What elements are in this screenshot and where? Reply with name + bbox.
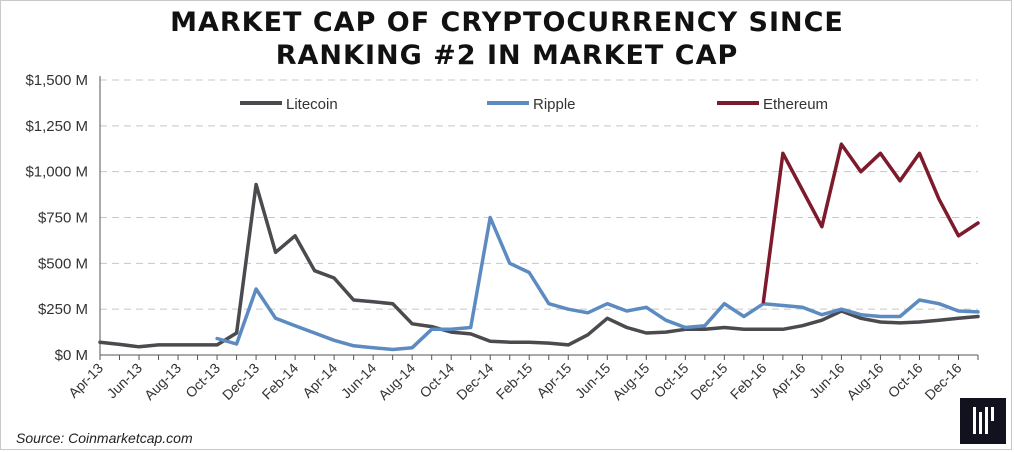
x-tick-label: Feb-16: [727, 360, 770, 403]
x-tick-label: Apr-13: [65, 360, 106, 401]
legend-label-ethereum: Ethereum: [763, 96, 828, 113]
y-tick-label: $750 M: [38, 210, 88, 227]
x-tick-label: Dec-16: [921, 360, 964, 403]
x-tick-label: Oct-13: [182, 360, 223, 401]
y-tick-label: $1,000 M: [25, 164, 88, 181]
title-line-2: RANKING #2 IN MARKET CAP: [275, 40, 739, 71]
x-tick-label: Feb-15: [493, 360, 536, 403]
y-tick-label: $500 M: [38, 255, 88, 272]
x-tick-label: Dec-13: [219, 360, 262, 403]
x-tick-label: Oct-16: [885, 360, 926, 401]
series-line-litecoin: [98, 182, 980, 349]
x-tick-label: Dec-14: [453, 360, 496, 403]
x-tick-label: Jun-15: [572, 360, 614, 402]
y-tick-label: $1,500 M: [25, 72, 88, 89]
x-tick-label: Oct-15: [650, 360, 691, 401]
x-tick-label: Aug-15: [609, 360, 652, 403]
y-tick-label: $1,250 M: [25, 118, 88, 135]
y-tick-label: $0 M: [55, 347, 88, 364]
legend-label-ripple: Ripple: [533, 96, 576, 113]
x-tick-label: Feb-14: [259, 360, 302, 403]
x-tick-label: Jun-13: [104, 360, 146, 402]
title-line-1: MARKET CAP OF CRYPTOCURRENCY SINCE: [170, 7, 844, 38]
source-note: Source: Coinmarketcap.com: [16, 430, 193, 446]
x-tick-label: Dec-15: [687, 360, 730, 403]
series-line-ripple: [215, 215, 980, 352]
x-tick-label: Aug-16: [843, 360, 886, 403]
y-tick-label: $250 M: [38, 301, 88, 318]
x-tick-label: Aug-13: [141, 360, 184, 403]
x-tick-label: Jun-16: [806, 360, 848, 402]
x-tick-label: Oct-14: [416, 360, 457, 401]
x-tick-label: Apr-15: [533, 360, 574, 401]
legend-label-litecoin: Litecoin: [286, 96, 338, 113]
x-tick-label: Jun-14: [338, 360, 380, 402]
logo-icon: [960, 398, 1006, 444]
x-tick-label: Apr-16: [767, 360, 808, 401]
x-tick-label: Aug-14: [375, 360, 418, 403]
x-tick-label: Apr-14: [299, 360, 340, 401]
chart-title: MARKET CAP OF CRYPTOCURRENCY SINCE RANKI…: [0, 6, 1014, 72]
series-line-ethereum: [761, 142, 980, 304]
